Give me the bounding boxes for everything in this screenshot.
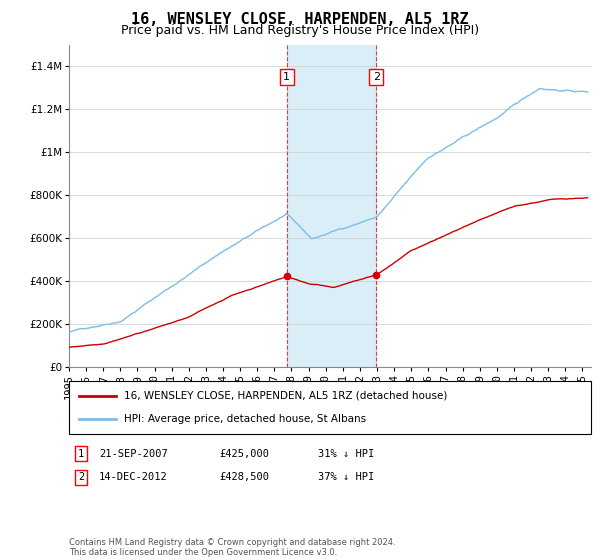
Text: 16, WENSLEY CLOSE, HARPENDEN, AL5 1RZ (detached house): 16, WENSLEY CLOSE, HARPENDEN, AL5 1RZ (d… — [124, 391, 447, 401]
Text: HPI: Average price, detached house, St Albans: HPI: Average price, detached house, St A… — [124, 414, 366, 424]
Text: 21-SEP-2007: 21-SEP-2007 — [99, 449, 168, 459]
Text: £428,500: £428,500 — [219, 472, 269, 482]
Text: 16, WENSLEY CLOSE, HARPENDEN, AL5 1RZ: 16, WENSLEY CLOSE, HARPENDEN, AL5 1RZ — [131, 12, 469, 27]
Text: 2: 2 — [373, 72, 380, 82]
Text: £425,000: £425,000 — [219, 449, 269, 459]
Bar — [287, 45, 376, 367]
Text: 37% ↓ HPI: 37% ↓ HPI — [318, 472, 374, 482]
Text: 14-DEC-2012: 14-DEC-2012 — [99, 472, 168, 482]
Text: Contains HM Land Registry data © Crown copyright and database right 2024.
This d: Contains HM Land Registry data © Crown c… — [69, 538, 395, 557]
Text: 31% ↓ HPI: 31% ↓ HPI — [318, 449, 374, 459]
FancyBboxPatch shape — [69, 381, 591, 434]
Text: 1: 1 — [78, 449, 84, 459]
Text: Price paid vs. HM Land Registry's House Price Index (HPI): Price paid vs. HM Land Registry's House … — [121, 24, 479, 36]
Text: 2: 2 — [78, 472, 84, 482]
Text: 1: 1 — [283, 72, 290, 82]
